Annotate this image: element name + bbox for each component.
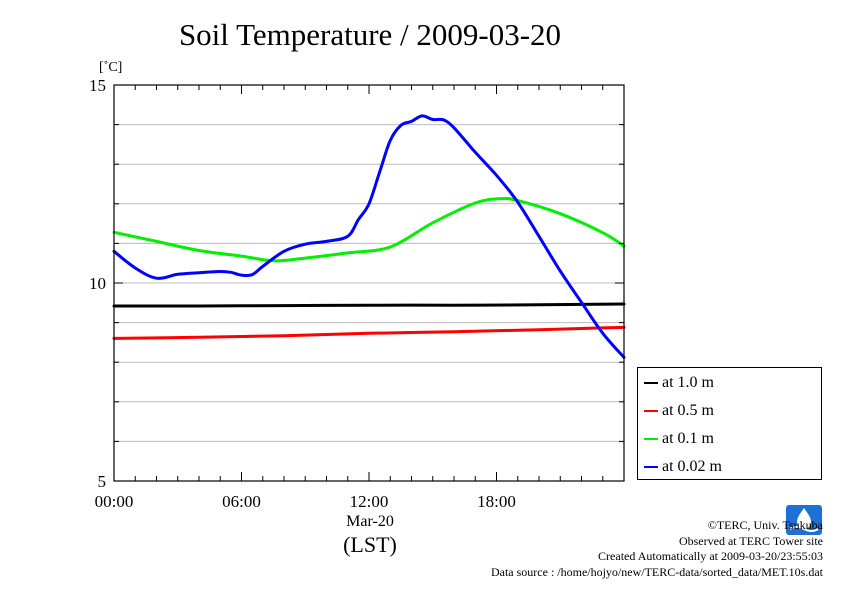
legend-swatch [644,410,658,412]
created-text: Created Automatically at 2009-03-20/23:5… [598,549,823,563]
legend-item: at 0.5 m [644,401,714,421]
terc-logo [786,505,822,535]
chart-series [112,114,626,359]
legend-swatch [644,466,658,468]
chart-credits: ©TERC, Univ. Tsukuba Observed at TERC To… [491,518,823,580]
site-text: Observed at TERC Tower site [678,533,823,548]
legend-item: at 0.02 m [644,457,722,477]
legend-item: at 0.1 m [644,429,714,449]
data-source-text: Data source : /home/hojyo/new/TERC-data/… [490,564,823,579]
legend-swatch [644,438,658,440]
copyright-text: ©TERC, Univ. Tsukuba [707,518,823,532]
series-line-at-0-5-m [112,325,626,340]
legend-label: at 0.5 m [662,402,714,419]
legend-item: at 1.0 m [644,373,714,393]
chart-ticks: 00:00 06:00 12:00 18:00 5 10 15 [89,76,625,511]
chart-title: Soil Temperature / 2009-03-20 [179,17,561,52]
x-tick-label: 12:00 [350,492,389,511]
series-line-at-1-0-m [112,302,626,308]
y-tick-label: 15 [89,76,106,95]
chart-legend: at 1.0 m at 0.5 m at 0.1 m at 0.02 m [637,367,822,480]
legend-swatch [644,382,658,384]
series-line-at-0-1-m [112,196,626,263]
x-tick-label: 18:00 [477,492,516,511]
x-tick-label: 06:00 [222,492,261,511]
y-tick-label: 5 [98,472,107,491]
series-line-at-0-02-m [112,114,626,359]
chart-grid [114,124,624,442]
legend-label: at 0.1 m [662,430,714,447]
y-tick-label: 10 [89,274,106,293]
x-tick-label: 00:00 [95,492,134,511]
legend-label: at 0.02 m [662,458,722,475]
legend-label: at 1.0 m [662,374,714,391]
x-axis-date-label: Mar-20 [346,513,394,530]
x-axis-label: (LST) [343,532,397,557]
y-axis-unit-label: [˚C] [99,60,122,75]
